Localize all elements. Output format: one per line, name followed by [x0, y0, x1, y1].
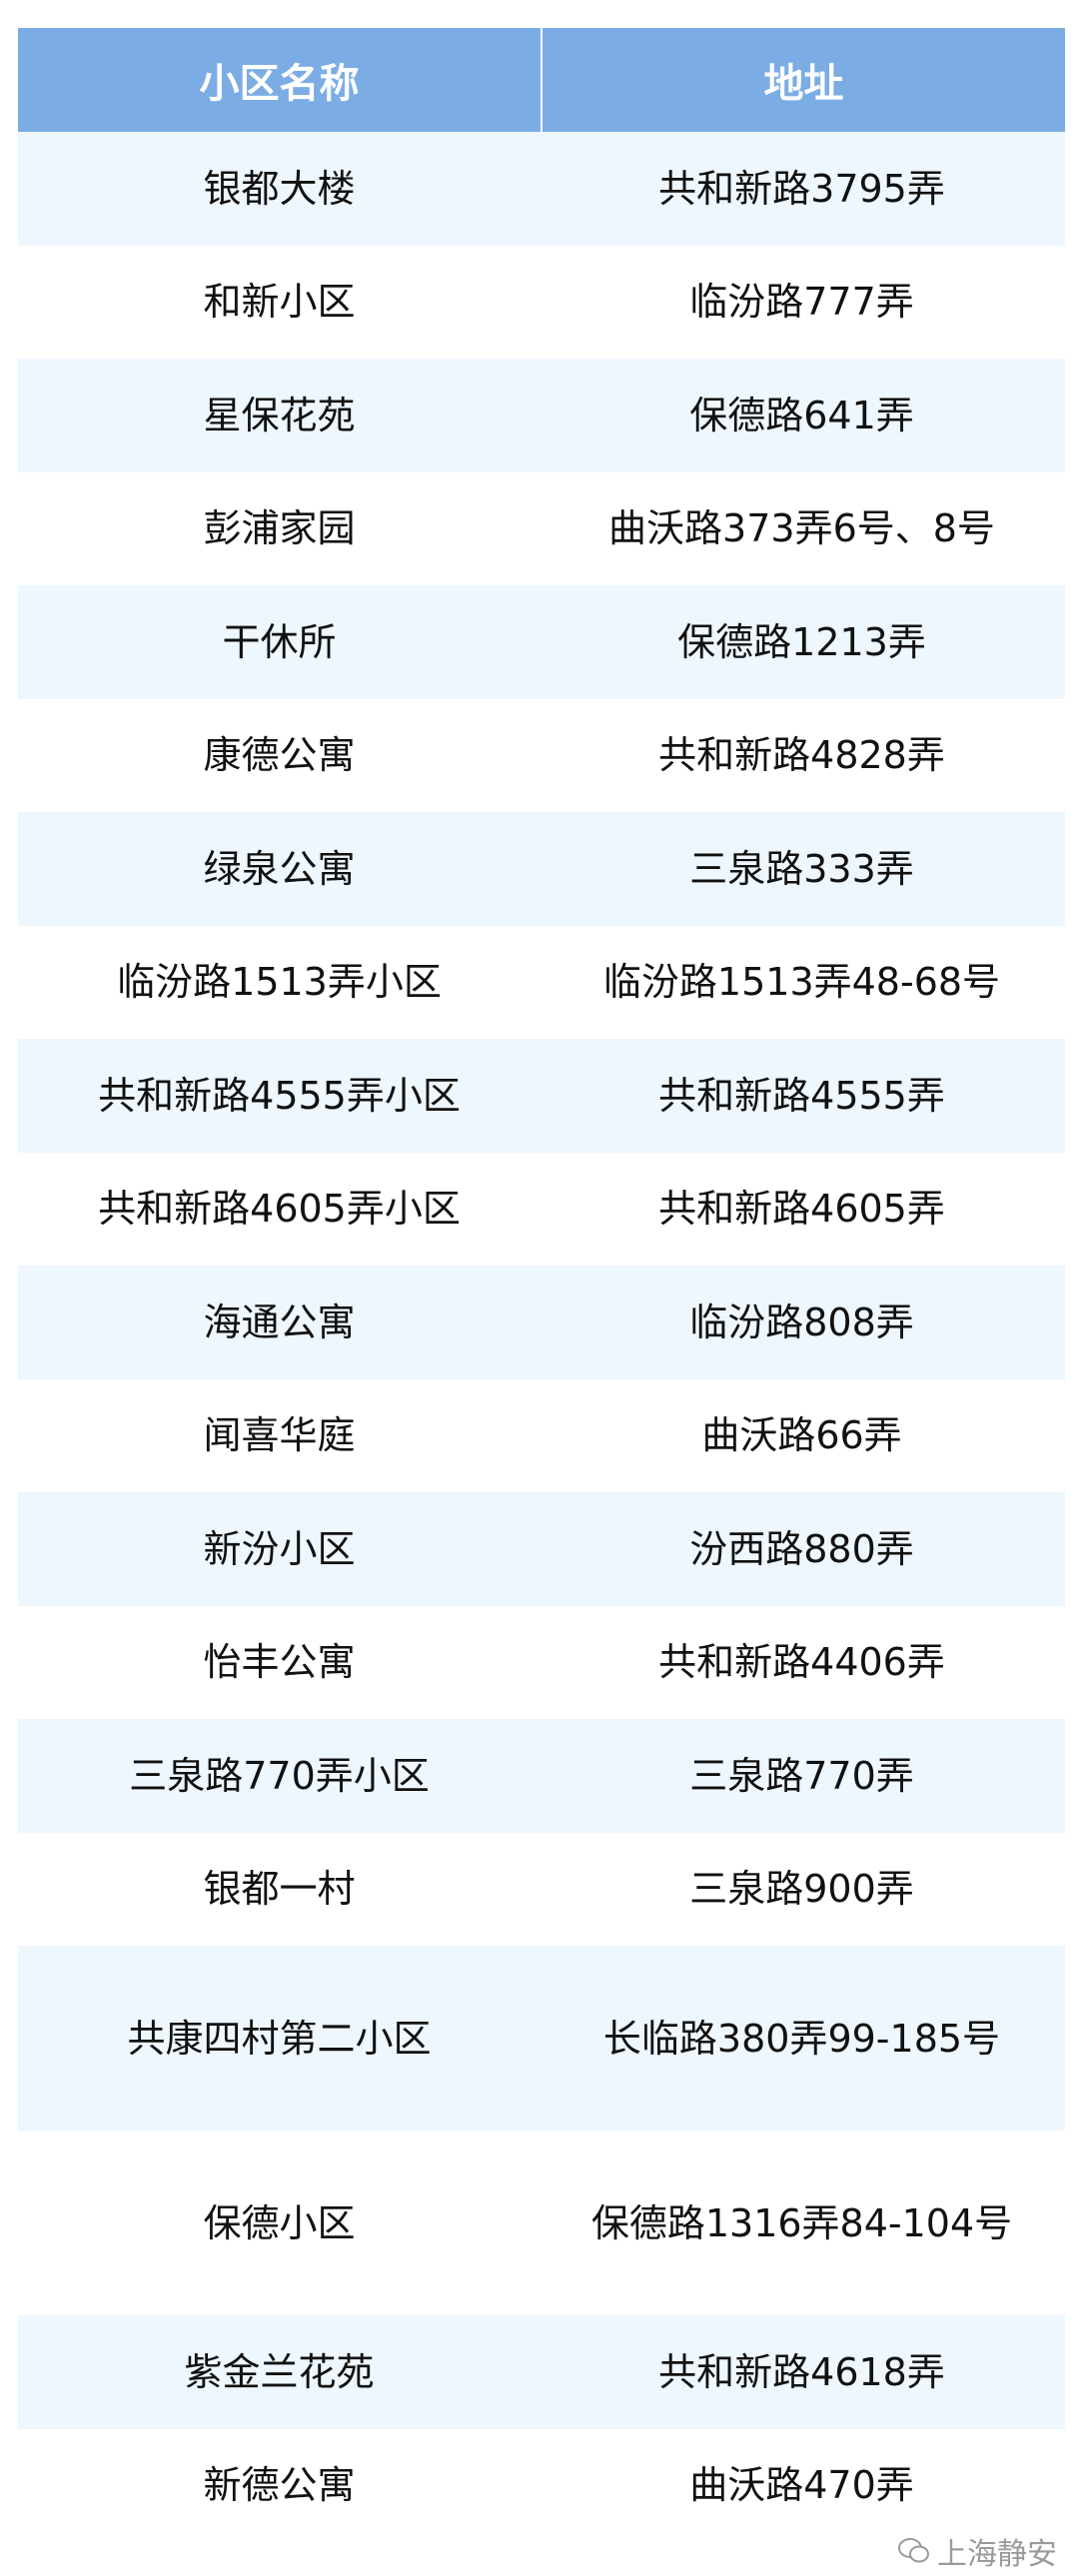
cell-address: 汾西路880弄 — [689, 1526, 914, 1571]
table-row: 临汾路1513弄小区 临汾路1513弄48-68号 — [18, 926, 1065, 1040]
table-body: 银都大楼 共和新路3795弄 和新小区 临汾路777弄 星保花苑 保德路641弄 彭浦家园曲… — [18, 132, 1065, 2542]
cell-address: 长临路380弄99-185号 — [602, 2016, 1001, 2061]
table-row: 紫金兰花苑 共和新路4618弄 — [18, 2315, 1065, 2429]
cell-address: 共和新路4828弄 — [658, 733, 945, 778]
table-row: 康德公寓 共和新路4828弄 — [18, 699, 1065, 813]
table-row: 怡丰公寓 共和新路4406弄 — [18, 1606, 1065, 1720]
table-row: 新德公寓 曲沃路470弄 — [18, 2429, 1065, 2543]
cell-community-name: 保德小区 — [203, 2200, 356, 2245]
cell-address: 共和新路4605弄 — [658, 1187, 945, 1232]
table-header: 小区名称 地址 — [18, 28, 1065, 132]
cell-community-name: 新德公寓 — [203, 2463, 356, 2508]
cell-community-name: 共和新路4605弄小区 — [98, 1187, 461, 1232]
cell-address: 共和新路4555弄 — [658, 1073, 945, 1118]
table-row: 闻喜华庭 曲沃路66弄 — [18, 1379, 1065, 1493]
cell-address: 三泉路900弄 — [689, 1867, 914, 1912]
cell-community-name: 新汾小区 — [203, 1526, 356, 1571]
table-row: 银都大楼 共和新路3795弄 — [18, 132, 1065, 246]
cell-address: 曲沃路66弄 — [701, 1413, 902, 1458]
header-address: 地址 — [540, 28, 1065, 132]
cell-community-name: 怡丰公寓 — [203, 1640, 356, 1685]
watermark: 上海静安 — [897, 2529, 1057, 2573]
table-row: 共和新路4555弄小区 共和新路4555弄 — [18, 1039, 1065, 1153]
cell-community-name: 三泉路770弄小区 — [129, 1753, 430, 1798]
table-row: 银都一村 三泉路900弄 — [18, 1833, 1065, 1947]
cell-community-name: 干休所 — [222, 619, 337, 664]
cell-address: 临汾路777弄 — [689, 280, 914, 325]
cell-address: 曲沃路373弄6号、8号 — [608, 506, 995, 551]
cell-address: 共和新路4618弄 — [658, 2349, 945, 2394]
cell-address: 共和新路3795弄 — [658, 166, 945, 211]
cell-community-name: 银都大楼 — [203, 166, 356, 211]
cell-community-name: 共和新路4555弄小区 — [98, 1073, 461, 1118]
table-row: 海通公寓 临汾路808弄 — [18, 1266, 1065, 1379]
table-row: 保德小区 保德路1316弄84-104号 — [18, 2131, 1065, 2315]
cell-address: 临汾路808弄 — [689, 1299, 914, 1344]
cell-community-name: 康德公寓 — [203, 733, 356, 778]
cell-community-name: 紫金兰花苑 — [184, 2349, 375, 2394]
table-row: 星保花苑 保德路641弄 — [18, 359, 1065, 472]
cell-community-name: 绿泉公寓 — [203, 846, 356, 891]
table-row: 共和新路4605弄小区 共和新路4605弄 — [18, 1153, 1065, 1267]
cell-address: 共和新路4406弄 — [658, 1640, 945, 1685]
cell-address: 三泉路333弄 — [689, 846, 914, 891]
cell-community-name: 共康四村第二小区 — [127, 2016, 432, 2061]
table-row: 绿泉公寓 三泉路333弄 — [18, 812, 1065, 926]
cell-community-name: 海通公寓 — [203, 1299, 356, 1344]
table-row: 共康四村第二小区 长临路380弄99-185号 — [18, 1946, 1065, 2131]
cell-community-name: 和新小区 — [203, 280, 356, 325]
table-row: 三泉路770弄小区 三泉路770弄 — [18, 1719, 1065, 1833]
community-table: 小区名称 地址 银都大楼 共和新路3795弄和新小区 临汾路777弄星保花苑 保德路6… — [18, 28, 1065, 2542]
cell-community-name: 彭浦家园 — [203, 506, 356, 551]
cell-community-name: 闻喜华庭 — [203, 1413, 356, 1458]
cell-address: 保德路1213弄 — [677, 619, 926, 664]
cell-community-name: 星保花苑 — [203, 393, 356, 437]
table-row: 新汾小区 汾西路880弄 — [18, 1492, 1065, 1606]
cell-address: 保德路641弄 — [689, 393, 914, 437]
cell-community-name: 银都一村 — [203, 1867, 356, 1912]
cell-address: 三泉路770弄 — [689, 1753, 914, 1798]
table-row: 彭浦家园 曲沃路373弄6号、8号 — [18, 472, 1065, 586]
table-row: 和新小区 临汾路777弄 — [18, 246, 1065, 360]
cell-address: 曲沃路470弄 — [689, 2463, 914, 2508]
wechat-icon — [898, 2538, 929, 2563]
cell-address: 保德路1316弄84-104号 — [590, 2200, 1013, 2245]
watermark-text: 上海静安 — [937, 2537, 1057, 2572]
cell-community-name: 临汾路1513弄小区 — [117, 960, 442, 1005]
header-community-name: 小区名称 — [199, 61, 360, 107]
cell-address: 临汾路1513弄48-68号 — [602, 960, 1001, 1005]
table-row: 干休所 保德路1213弄 — [18, 585, 1065, 699]
